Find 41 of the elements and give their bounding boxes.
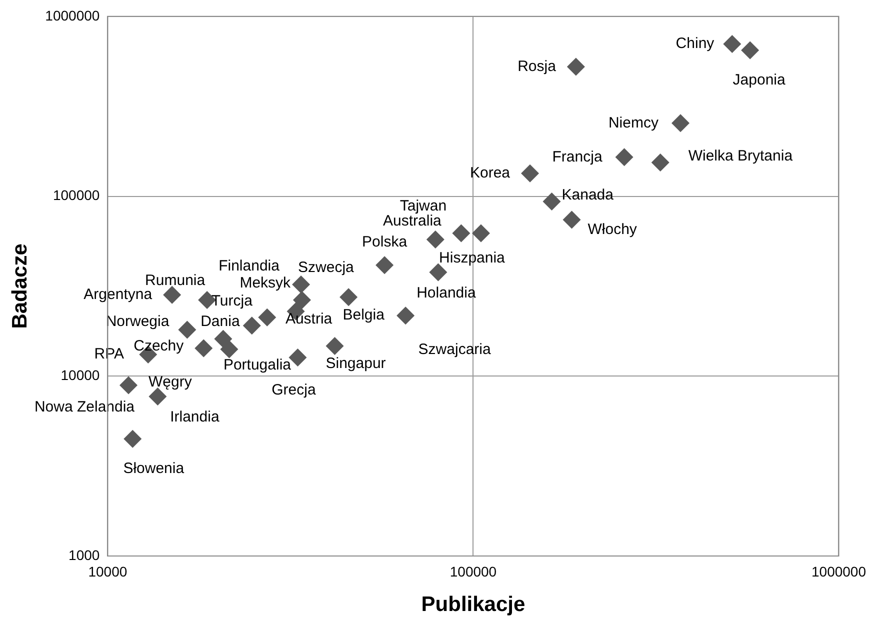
annotation: Hiszpania <box>439 249 506 266</box>
annotation: Portugalia <box>223 356 292 374</box>
annotation: Czechy <box>134 337 184 354</box>
x-tick-label: 10000 <box>88 563 128 580</box>
x-axis-title: Publikacje <box>421 593 526 616</box>
annotation: Niemcy <box>608 114 659 132</box>
annotation: Singapur <box>326 355 386 372</box>
annotation: Nowa Zelandia <box>34 398 136 416</box>
y-axis-title: Badacze <box>8 244 32 329</box>
annotation: Irlandia <box>170 408 220 426</box>
annotation: Węgry <box>148 373 192 390</box>
annotation: Dania <box>200 313 240 330</box>
annotation: Norwegia <box>106 312 170 330</box>
y-tick-label: 10000 <box>60 366 100 383</box>
annotation: Holandia <box>416 284 476 302</box>
annotation: Kanada <box>562 186 614 204</box>
annotation: Australia <box>383 212 442 230</box>
annotation: Chiny <box>676 35 715 52</box>
annotation: Rosja <box>518 58 557 75</box>
y-tick-label: 100000 <box>52 187 100 204</box>
annotation: Austria <box>285 310 333 328</box>
annotation: Korea <box>470 164 511 182</box>
y-tick-label: 1000000 <box>45 7 100 24</box>
annotation: Tajwan <box>400 197 447 214</box>
annotation: Szwecja <box>298 259 355 276</box>
annotation: Grecja <box>272 382 316 399</box>
annotation: Szwajcaria <box>418 340 492 358</box>
x-tick-label: 1000000 <box>811 563 866 580</box>
y-tick-label: 1000 <box>68 546 100 563</box>
annotation: Finlandia <box>218 258 280 275</box>
annotation: Belgia <box>342 306 386 324</box>
annotation: Japonia <box>732 71 786 88</box>
x-tick-label: 100000 <box>450 563 497 580</box>
annotation: Meksyk <box>240 274 292 292</box>
annotation: Wielka Brytania <box>688 148 794 165</box>
annotation: Polska <box>362 233 408 250</box>
annotation: Turcja <box>211 292 254 310</box>
annotation: Włochy <box>588 220 638 238</box>
annotation: RPA <box>94 346 124 363</box>
annotation: Słowenia <box>123 460 185 477</box>
annotation: Francja <box>552 148 603 166</box>
